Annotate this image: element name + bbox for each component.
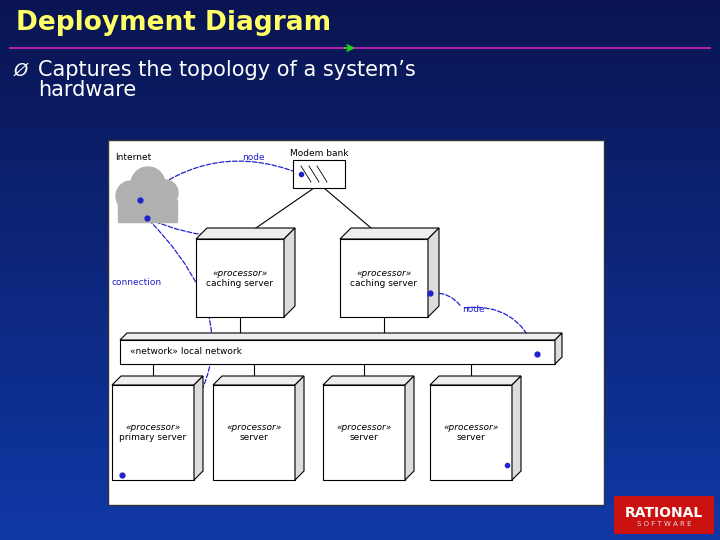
Polygon shape — [284, 228, 295, 317]
Polygon shape — [405, 376, 414, 480]
Text: node: node — [242, 153, 265, 162]
Polygon shape — [118, 200, 177, 222]
Circle shape — [152, 180, 178, 206]
Text: «processor»: «processor» — [226, 423, 282, 432]
Text: Captures the topology of a system’s: Captures the topology of a system’s — [38, 60, 415, 80]
Polygon shape — [323, 376, 414, 385]
Polygon shape — [194, 376, 203, 480]
FancyBboxPatch shape — [293, 160, 345, 188]
Circle shape — [124, 195, 150, 221]
Text: node: node — [462, 305, 485, 314]
Polygon shape — [512, 376, 521, 480]
Text: Ø: Ø — [14, 62, 28, 80]
Polygon shape — [120, 333, 562, 340]
Text: Deployment Diagram: Deployment Diagram — [16, 10, 331, 36]
Circle shape — [116, 181, 146, 211]
Polygon shape — [428, 228, 439, 317]
Text: server: server — [456, 433, 485, 442]
Text: primary server: primary server — [120, 433, 186, 442]
Text: caching server: caching server — [351, 280, 418, 288]
Circle shape — [143, 196, 167, 220]
FancyBboxPatch shape — [108, 140, 604, 505]
Circle shape — [131, 167, 165, 201]
FancyBboxPatch shape — [430, 385, 512, 480]
FancyBboxPatch shape — [340, 239, 428, 317]
FancyBboxPatch shape — [213, 385, 295, 480]
FancyBboxPatch shape — [323, 385, 405, 480]
FancyBboxPatch shape — [614, 496, 714, 534]
Text: hardware: hardware — [38, 80, 136, 100]
Text: «processor»: «processor» — [336, 423, 392, 432]
Text: Modem bank: Modem bank — [289, 149, 348, 158]
Text: server: server — [240, 433, 269, 442]
Polygon shape — [555, 333, 562, 364]
FancyBboxPatch shape — [120, 340, 555, 364]
Text: «processor»: «processor» — [125, 423, 181, 432]
Text: «processor»: «processor» — [356, 268, 412, 278]
Text: caching server: caching server — [207, 280, 274, 288]
Polygon shape — [295, 376, 304, 480]
Text: server: server — [350, 433, 379, 442]
Polygon shape — [196, 228, 295, 239]
Polygon shape — [112, 376, 203, 385]
Text: «processor»: «processor» — [212, 268, 268, 278]
Text: «network» local network: «network» local network — [130, 348, 242, 356]
Polygon shape — [213, 376, 304, 385]
Text: «processor»: «processor» — [444, 423, 499, 432]
Text: RATIONAL: RATIONAL — [625, 506, 703, 520]
Polygon shape — [340, 228, 439, 239]
FancyBboxPatch shape — [112, 385, 194, 480]
Text: connection: connection — [111, 278, 161, 287]
Text: S O F T W A R E: S O F T W A R E — [636, 521, 691, 527]
Text: Internet: Internet — [115, 153, 151, 162]
FancyBboxPatch shape — [196, 239, 284, 317]
Polygon shape — [430, 376, 521, 385]
